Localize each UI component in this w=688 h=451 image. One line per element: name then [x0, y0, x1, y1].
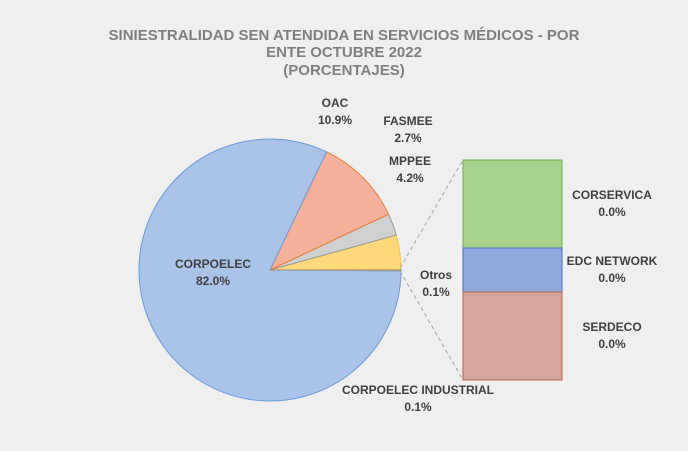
slice-label: CORPOELEC: [175, 257, 251, 271]
pie-slice: [269, 269, 402, 272]
pie-slice: [268, 151, 390, 272]
bar-value-label: 0.0%: [598, 271, 626, 285]
chart-subtitle: (PORCENTAJES): [283, 62, 405, 79]
bar-label: EDC NETWORK: [567, 254, 658, 268]
slice-label: OAC: [322, 96, 349, 110]
slice-value-label: 4.2%: [396, 171, 424, 185]
bar-value-label: 0.0%: [598, 205, 626, 219]
bar-segment: [462, 291, 563, 381]
bar-label: CORSERVICA: [572, 188, 652, 202]
slice-value-label: 82.0%: [196, 274, 230, 288]
bar-value-label: 0.0%: [598, 337, 626, 351]
slice-label: CORPOELEC INDUSTRIAL: [342, 383, 494, 397]
slice-label: Otros: [420, 268, 452, 282]
slice-label: FASMEE: [383, 114, 432, 128]
slice-value-label: 0.1%: [404, 400, 432, 414]
slice-value-label: 2.7%: [394, 131, 422, 145]
bar-segment: [462, 247, 563, 293]
slice-value-label: 10.9%: [318, 113, 352, 127]
slice-label: MPPEE: [389, 154, 431, 168]
bar-label: SERDECO: [582, 320, 641, 334]
slice-value-label: 0.1%: [422, 285, 450, 299]
chart-title: SINIESTRALIDAD SEN ATENDIDA EN SERVICIOS…: [108, 27, 580, 61]
bar-segment: [462, 159, 563, 249]
